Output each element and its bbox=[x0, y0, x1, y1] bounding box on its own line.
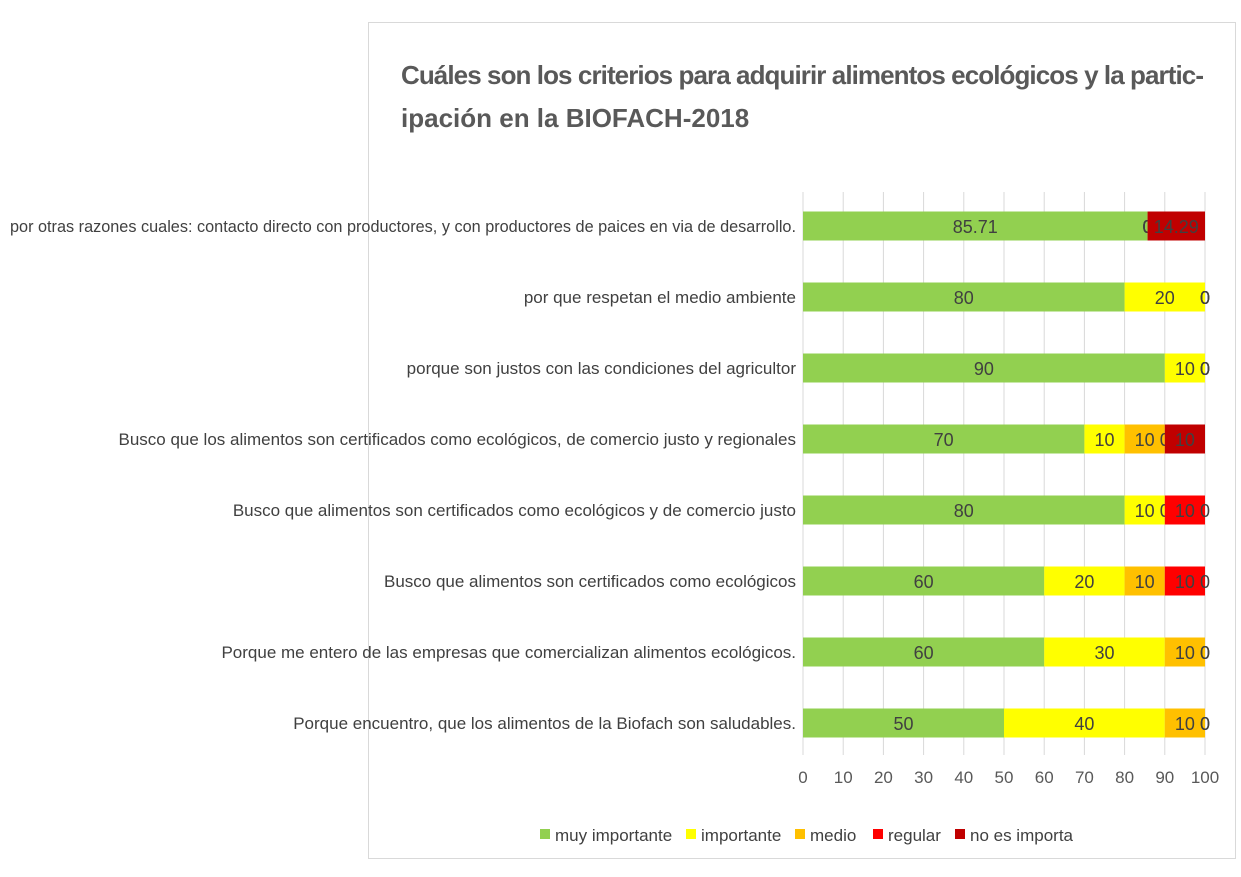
legend-swatch bbox=[686, 829, 696, 839]
x-tick-label: 40 bbox=[954, 768, 973, 787]
legend: muy importante importante medio regular no e… bbox=[540, 826, 1074, 845]
bar-segment bbox=[1164, 353, 1205, 383]
x-tick-label: 80 bbox=[1115, 768, 1134, 787]
category-label: porque son justos con las condiciones de… bbox=[407, 359, 797, 378]
bar-segment bbox=[1044, 566, 1125, 596]
data-label: 14.29 bbox=[1154, 217, 1199, 237]
legend-label: no es importa bbox=[970, 826, 1074, 845]
data-label: 80 bbox=[954, 288, 974, 308]
data-label: 0 bbox=[1200, 714, 1210, 734]
data-label: 0 bbox=[1200, 501, 1210, 521]
data-label: 10 bbox=[1175, 714, 1195, 734]
x-tick-label: 10 bbox=[834, 768, 853, 787]
chart-title-line: Cuáles son los criterios para adquirir a… bbox=[401, 60, 1204, 90]
x-tick-label: 30 bbox=[914, 768, 933, 787]
category-labels: por otras razones cuales: contacto direc… bbox=[10, 217, 796, 733]
data-label: 50 bbox=[893, 714, 913, 734]
data-label: 0 bbox=[1200, 288, 1210, 308]
data-label: 0 bbox=[1200, 359, 1210, 379]
bar-segment bbox=[1044, 637, 1165, 667]
data-label: 70 bbox=[934, 430, 954, 450]
bar-segment bbox=[803, 566, 1045, 596]
bar-segment bbox=[1124, 566, 1165, 596]
bar-segment bbox=[1164, 637, 1205, 667]
bar-segment bbox=[1124, 495, 1165, 525]
bar-segment bbox=[803, 353, 1165, 383]
x-tick-label: 50 bbox=[995, 768, 1014, 787]
data-label: 10 bbox=[1175, 572, 1195, 592]
bar-segment bbox=[803, 637, 1045, 667]
bar-segment bbox=[1124, 424, 1165, 454]
data-label: 20 bbox=[1155, 288, 1175, 308]
bar-segment bbox=[803, 495, 1125, 525]
x-tick-label: 100 bbox=[1191, 768, 1219, 787]
data-label: 60 bbox=[914, 643, 934, 663]
x-tick-label: 90 bbox=[1155, 768, 1174, 787]
data-label: 0 bbox=[1200, 359, 1210, 379]
data-label: 0 bbox=[1200, 643, 1210, 663]
chart-title-line: ipación en la BIOFACH-2018 bbox=[401, 103, 749, 133]
bar-segment bbox=[1084, 424, 1125, 454]
bar-segment bbox=[803, 211, 1148, 241]
category-label: Busco que alimentos son certificados com… bbox=[384, 572, 796, 591]
legend-label: regular bbox=[888, 826, 941, 845]
bar-segment bbox=[1164, 424, 1205, 454]
legend-swatch bbox=[795, 829, 805, 839]
data-label: 0 bbox=[1200, 359, 1210, 379]
data-label: 0 bbox=[1200, 572, 1210, 592]
data-label: 10 bbox=[1135, 501, 1155, 521]
x-axis-ticks: 0 10 20 30 40 50 60 70 80 90 100 bbox=[798, 768, 1219, 787]
bar-segment bbox=[1147, 211, 1205, 241]
x-tick-label: 0 bbox=[798, 768, 807, 787]
bar-segment bbox=[803, 424, 1085, 454]
chart-title: Cuáles son los criterios para adquirir a… bbox=[401, 60, 1204, 133]
bars: 85.7100014.29802000090100007010100108010… bbox=[803, 211, 1210, 738]
category-label: Busco que alimentos son certificados com… bbox=[233, 501, 796, 520]
legend-label: medio bbox=[810, 826, 856, 845]
data-label: 0 bbox=[1200, 643, 1210, 663]
legend-swatch bbox=[873, 829, 883, 839]
data-label: 10 bbox=[1094, 430, 1114, 450]
data-label: 90 bbox=[974, 359, 994, 379]
bar-segment bbox=[803, 708, 1004, 738]
gridlines bbox=[802, 192, 1206, 755]
bar-segment bbox=[1164, 566, 1205, 596]
x-tick-label: 70 bbox=[1075, 768, 1094, 787]
data-label: 10 bbox=[1175, 359, 1195, 379]
category-label: Porque me entero de las empresas que com… bbox=[221, 643, 796, 662]
category-label: Busco que los alimentos son certificados… bbox=[118, 430, 796, 449]
data-label: 10 bbox=[1135, 572, 1155, 592]
data-label: 30 bbox=[1094, 643, 1114, 663]
data-label: 0 bbox=[1200, 714, 1210, 734]
legend-label: importante bbox=[701, 826, 781, 845]
x-tick-label: 60 bbox=[1035, 768, 1054, 787]
category-label: Porque encuentro, que los alimentos de l… bbox=[293, 714, 796, 733]
data-label: 0 bbox=[1200, 288, 1210, 308]
data-label: 10 bbox=[1135, 430, 1155, 450]
legend-swatch bbox=[540, 829, 550, 839]
data-label: 10 bbox=[1175, 430, 1195, 450]
bar-segment bbox=[803, 282, 1125, 312]
bar-segment bbox=[1164, 708, 1205, 738]
category-label: por otras razones cuales: contacto direc… bbox=[10, 217, 796, 236]
data-label: 60 bbox=[914, 572, 934, 592]
data-label: 85.71 bbox=[953, 217, 998, 237]
legend-label: muy importante bbox=[555, 826, 672, 845]
data-label: 10 bbox=[1175, 501, 1195, 521]
bar-segment bbox=[1124, 282, 1205, 312]
data-label: 20 bbox=[1074, 572, 1094, 592]
data-label: 40 bbox=[1074, 714, 1094, 734]
data-label: 80 bbox=[954, 501, 974, 521]
x-tick-label: 20 bbox=[874, 768, 893, 787]
bar-segment bbox=[1004, 708, 1165, 738]
legend-swatch bbox=[955, 829, 965, 839]
data-label: 0 bbox=[1200, 288, 1210, 308]
data-label: 10 bbox=[1175, 643, 1195, 663]
category-label: por que respetan el medio ambiente bbox=[524, 288, 796, 307]
bar-segment bbox=[1164, 495, 1205, 525]
